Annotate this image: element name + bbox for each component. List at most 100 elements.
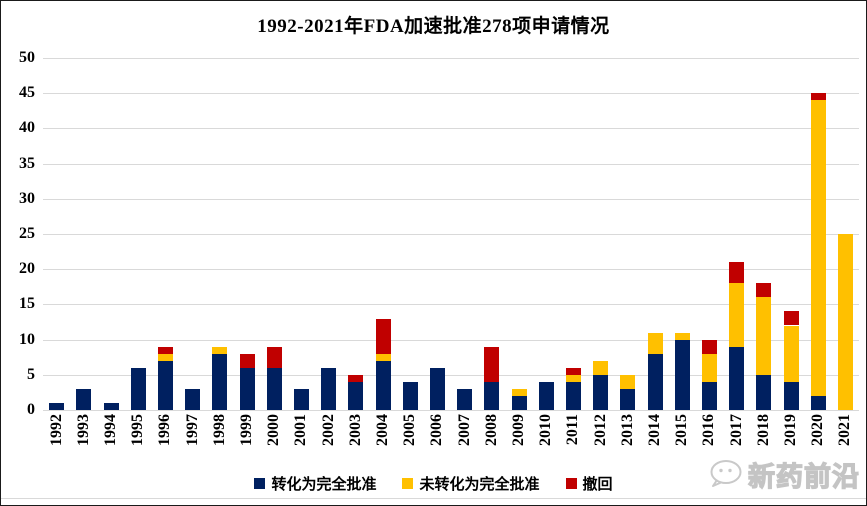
bar-2007-转化为完全批准: [457, 388, 473, 410]
x-tick-label-2005: 2005: [401, 414, 419, 446]
bar-2012-转化为完全批准: [593, 374, 609, 410]
x-tick-label-1992: 1992: [47, 414, 65, 446]
bar-2017-撤回: [729, 262, 745, 284]
bar-2001-转化为完全批准: [293, 388, 309, 410]
bar-2021-未转化为完全批准: [837, 234, 853, 410]
bar-2016-转化为完全批准: [701, 381, 717, 410]
bar-2013-转化为完全批准: [620, 388, 636, 410]
legend-swatch: [254, 478, 266, 489]
gridline-15: [43, 304, 859, 306]
legend-label: 撤回: [582, 477, 613, 493]
x-tick-label-2021: 2021: [836, 414, 854, 446]
bar-2005-转化为完全批准: [402, 381, 418, 410]
x-tick-label-2019: 2019: [782, 414, 799, 446]
x-tick-label-1998: 1998: [210, 414, 228, 446]
gridline-40: [43, 128, 859, 130]
x-tick-label-1995: 1995: [129, 414, 147, 446]
bar-2020-转化为完全批准: [810, 395, 826, 410]
bar-2008-转化为完全批准: [484, 381, 500, 410]
gridline-35: [43, 163, 859, 165]
x-tick-label-2001: 2001: [292, 414, 310, 446]
x-tick-label-2003: 2003: [346, 414, 364, 446]
bar-2016-未转化为完全批准: [701, 353, 717, 382]
x-tick-label-1993: 1993: [74, 414, 92, 446]
bar-2003-转化为完全批准: [348, 381, 364, 410]
gridline-30: [43, 198, 859, 200]
bar-2000-转化为完全批准: [266, 367, 282, 410]
bar-1998-转化为完全批准: [212, 353, 228, 410]
x-tick-label-1997: 1997: [183, 414, 201, 446]
bar-2011-撤回: [565, 367, 581, 375]
y-tick-label: 5: [27, 365, 35, 383]
bar-2011-转化为完全批准: [565, 381, 581, 410]
bar-2004-撤回: [375, 318, 391, 354]
legend-label: 转化为完全批准: [271, 477, 377, 493]
watermark: 新药前沿: [708, 455, 860, 494]
bar-2018-撤回: [756, 283, 772, 298]
y-tick-label: 0: [27, 401, 35, 418]
bar-1992-转化为完全批准: [49, 403, 65, 410]
x-tick-label-2015: 2015: [673, 414, 691, 446]
bar-2004-未转化为完全批准: [375, 353, 391, 361]
x-tick-label-2009: 2009: [510, 414, 527, 446]
y-tick-label: 10: [19, 330, 35, 348]
x-tick-label-2017: 2017: [727, 414, 745, 446]
gridline-10: [43, 339, 859, 341]
gridline-50: [43, 58, 859, 59]
chart-title: 1992-2021年FDA加速批准278项申请情况: [257, 16, 610, 37]
bar-2020-撤回: [810, 93, 826, 101]
x-tick-label-2002: 2002: [319, 414, 337, 446]
bar-2017-转化为完全批准: [729, 346, 745, 410]
x-tick-label-2000: 2000: [265, 414, 283, 446]
x-tick-label-2018: 2018: [754, 414, 772, 446]
x-tick-label-1994: 1994: [102, 414, 119, 446]
bar-2013-未转化为完全批准: [620, 374, 636, 389]
bar-1997-转化为完全批准: [185, 388, 201, 410]
bar-2018-转化为完全批准: [756, 374, 772, 410]
x-tick-label-2020: 2020: [809, 414, 827, 446]
x-tick-label-2010: 2010: [537, 414, 555, 446]
x-tick-label-2013: 2013: [618, 414, 636, 446]
bar-2019-撤回: [783, 311, 799, 326]
x-tick-label-2012: 2012: [591, 414, 609, 446]
x-tick-label-2016: 2016: [700, 414, 718, 446]
bar-1999-撤回: [239, 353, 255, 368]
legend-swatch: [565, 478, 577, 489]
gridline-25: [43, 234, 859, 235]
bar-2019-未转化为完全批准: [783, 325, 799, 382]
x-tick-label-2014: 2014: [646, 414, 663, 446]
y-tick-label: 45: [19, 84, 35, 102]
watermark-text: 新药前沿: [747, 461, 860, 492]
bar-2011-未转化为完全批准: [565, 374, 581, 382]
bar-2015-转化为完全批准: [674, 339, 690, 410]
y-tick-label: 30: [19, 189, 35, 207]
legend-swatch: [402, 478, 414, 489]
legend-item-转化为完全批准: 转化为完全批准: [254, 473, 376, 494]
bar-2018-未转化为完全批准: [756, 297, 772, 375]
gridline-45: [43, 93, 859, 95]
bar-2008-撤回: [484, 346, 500, 382]
legend-item-未转化为完全批准: 未转化为完全批准: [402, 473, 540, 494]
x-tick-label-1999: 1999: [238, 414, 255, 446]
gridline-20: [43, 269, 859, 271]
bar-2009-未转化为完全批准: [511, 388, 527, 396]
bar-2000-撤回: [266, 346, 282, 368]
legend: 转化为完全批准 未转化为完全批准 撤回: [1, 473, 866, 494]
bar-2014-转化为完全批准: [647, 353, 663, 410]
bar-1995-转化为完全批准: [130, 367, 146, 410]
x-tick-label-2007: 2007: [455, 414, 473, 446]
bar-2002-转化为完全批准: [321, 367, 337, 410]
legend-item-撤回: 撤回: [565, 473, 613, 494]
gridline-5: [43, 374, 859, 376]
bar-2006-转化为完全批准: [429, 367, 445, 410]
bar-1998-未转化为完全批准: [212, 346, 228, 354]
bar-1999-转化为完全批准: [239, 367, 255, 410]
bar-1996-撤回: [157, 346, 173, 354]
legend-label: 未转化为完全批准: [419, 477, 540, 493]
y-tick-label: 15: [19, 295, 35, 313]
chat-bubble-icon: [710, 459, 742, 487]
x-tick-label-2008: 2008: [482, 414, 500, 446]
y-tick-label: 40: [19, 119, 35, 137]
y-tick-label: 35: [19, 154, 35, 172]
